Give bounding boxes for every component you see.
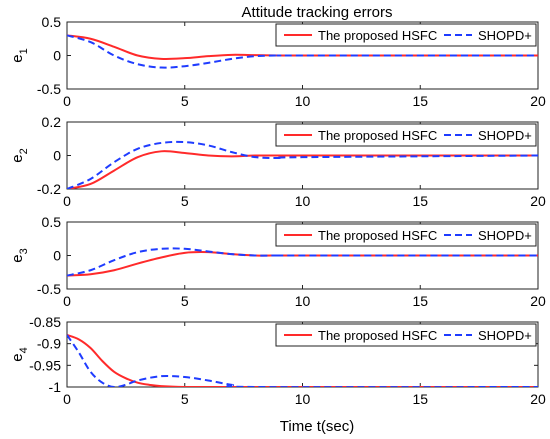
legend-hsfc-label: The proposed HSFC bbox=[318, 328, 437, 343]
y-axis-label: e3 bbox=[9, 248, 30, 262]
x-tick-label: 10 bbox=[295, 93, 311, 109]
legend: The proposed HSFC SHOPD+ bbox=[275, 223, 537, 247]
legend-shopd-label: SHOPD+ bbox=[478, 228, 532, 243]
series-group bbox=[67, 140, 538, 189]
series-hsfc-line bbox=[67, 150, 538, 189]
y-tick-label: -0.85 bbox=[29, 314, 61, 330]
x-tick-label: 20 bbox=[530, 193, 546, 209]
series-shopd-line bbox=[67, 140, 538, 189]
x-tick-label: 15 bbox=[412, 193, 428, 209]
y-tick-label: -0.5 bbox=[37, 81, 61, 97]
y-tick-label: 0 bbox=[53, 148, 61, 164]
legend-hsfc-label: The proposed HSFC bbox=[318, 28, 437, 43]
legend-box bbox=[275, 23, 537, 47]
series-group bbox=[67, 34, 538, 69]
legend: The proposed HSFC SHOPD+ bbox=[275, 123, 537, 147]
legend-box bbox=[275, 123, 537, 147]
series-hsfc-line bbox=[67, 334, 538, 387]
series-hsfc-line bbox=[67, 34, 538, 60]
y-tick-label: 0 bbox=[53, 48, 61, 64]
legend-hsfc-label: The proposed HSFC bbox=[318, 228, 437, 243]
series-shopd-line bbox=[67, 247, 538, 277]
series-group bbox=[67, 247, 538, 277]
panel-4: 0 5 10 15 20 -0.85 -0.9 -0.95 -1 e4 The proposed H… bbox=[9, 314, 546, 407]
y-axis-label: e4 bbox=[9, 347, 30, 361]
legend-shopd-label: SHOPD+ bbox=[478, 328, 532, 343]
y-tick-label: -0.5 bbox=[37, 281, 61, 297]
y-axis-label-main: e bbox=[9, 254, 26, 262]
x-tick-label: 20 bbox=[530, 93, 546, 109]
y-axis-label-main: e bbox=[9, 353, 26, 361]
legend-shopd-label: SHOPD+ bbox=[478, 28, 532, 43]
legend: The proposed HSFC SHOPD+ bbox=[275, 23, 537, 47]
legend-box bbox=[275, 323, 537, 347]
legend-shopd-label: SHOPD+ bbox=[478, 128, 532, 143]
x-tick-label: 5 bbox=[181, 293, 189, 309]
x-tick-label: 20 bbox=[530, 293, 546, 309]
y-axis-label: e2 bbox=[9, 148, 30, 162]
x-tick-label: 10 bbox=[295, 391, 311, 407]
legend-box bbox=[275, 223, 537, 247]
y-tick-label: 0.5 bbox=[42, 214, 62, 230]
y-axis-label: e1 bbox=[9, 48, 30, 62]
x-tick-label: 20 bbox=[530, 391, 546, 407]
legend: The proposed HSFC SHOPD+ bbox=[275, 323, 537, 347]
x-tick-label: 5 bbox=[181, 391, 189, 407]
x-axis-title: Time t(sec) bbox=[280, 418, 354, 435]
x-tick-label: 15 bbox=[412, 293, 428, 309]
x-tick-label: 10 bbox=[295, 293, 311, 309]
y-tick-label: 0.2 bbox=[42, 114, 62, 130]
x-tick-label: 5 bbox=[181, 93, 189, 109]
x-tick-label: 15 bbox=[412, 93, 428, 109]
x-tick-label: 0 bbox=[63, 93, 71, 109]
x-tick-label: 0 bbox=[63, 391, 71, 407]
y-axis-label-main: e bbox=[9, 54, 26, 62]
legend-hsfc-label: The proposed HSFC bbox=[318, 128, 437, 143]
x-tick-label: 0 bbox=[63, 293, 71, 309]
figure-title: Attitude tracking errors bbox=[242, 4, 393, 21]
series-shopd-line bbox=[67, 34, 538, 69]
y-tick-label: -0.95 bbox=[29, 357, 61, 373]
series-shopd-line bbox=[67, 334, 538, 387]
y-axis-label-main: e bbox=[9, 154, 26, 162]
x-tick-label: 0 bbox=[63, 193, 71, 209]
y-tick-label: 0 bbox=[53, 248, 61, 264]
y-tick-label: -1 bbox=[49, 379, 62, 395]
y-tick-label: -0.9 bbox=[37, 336, 61, 352]
x-tick-label: 15 bbox=[412, 391, 428, 407]
y-tick-label: -0.2 bbox=[37, 181, 61, 197]
y-axis-label-subscript: 2 bbox=[18, 148, 30, 154]
y-axis-label-subscript: 1 bbox=[18, 48, 30, 54]
series-group bbox=[67, 334, 538, 387]
y-axis-label-subscript: 3 bbox=[18, 248, 30, 254]
y-axis-label-subscript: 4 bbox=[18, 347, 30, 353]
y-tick-label: 0.5 bbox=[42, 14, 62, 30]
x-tick-label: 10 bbox=[295, 193, 311, 209]
x-tick-label: 5 bbox=[181, 193, 189, 209]
